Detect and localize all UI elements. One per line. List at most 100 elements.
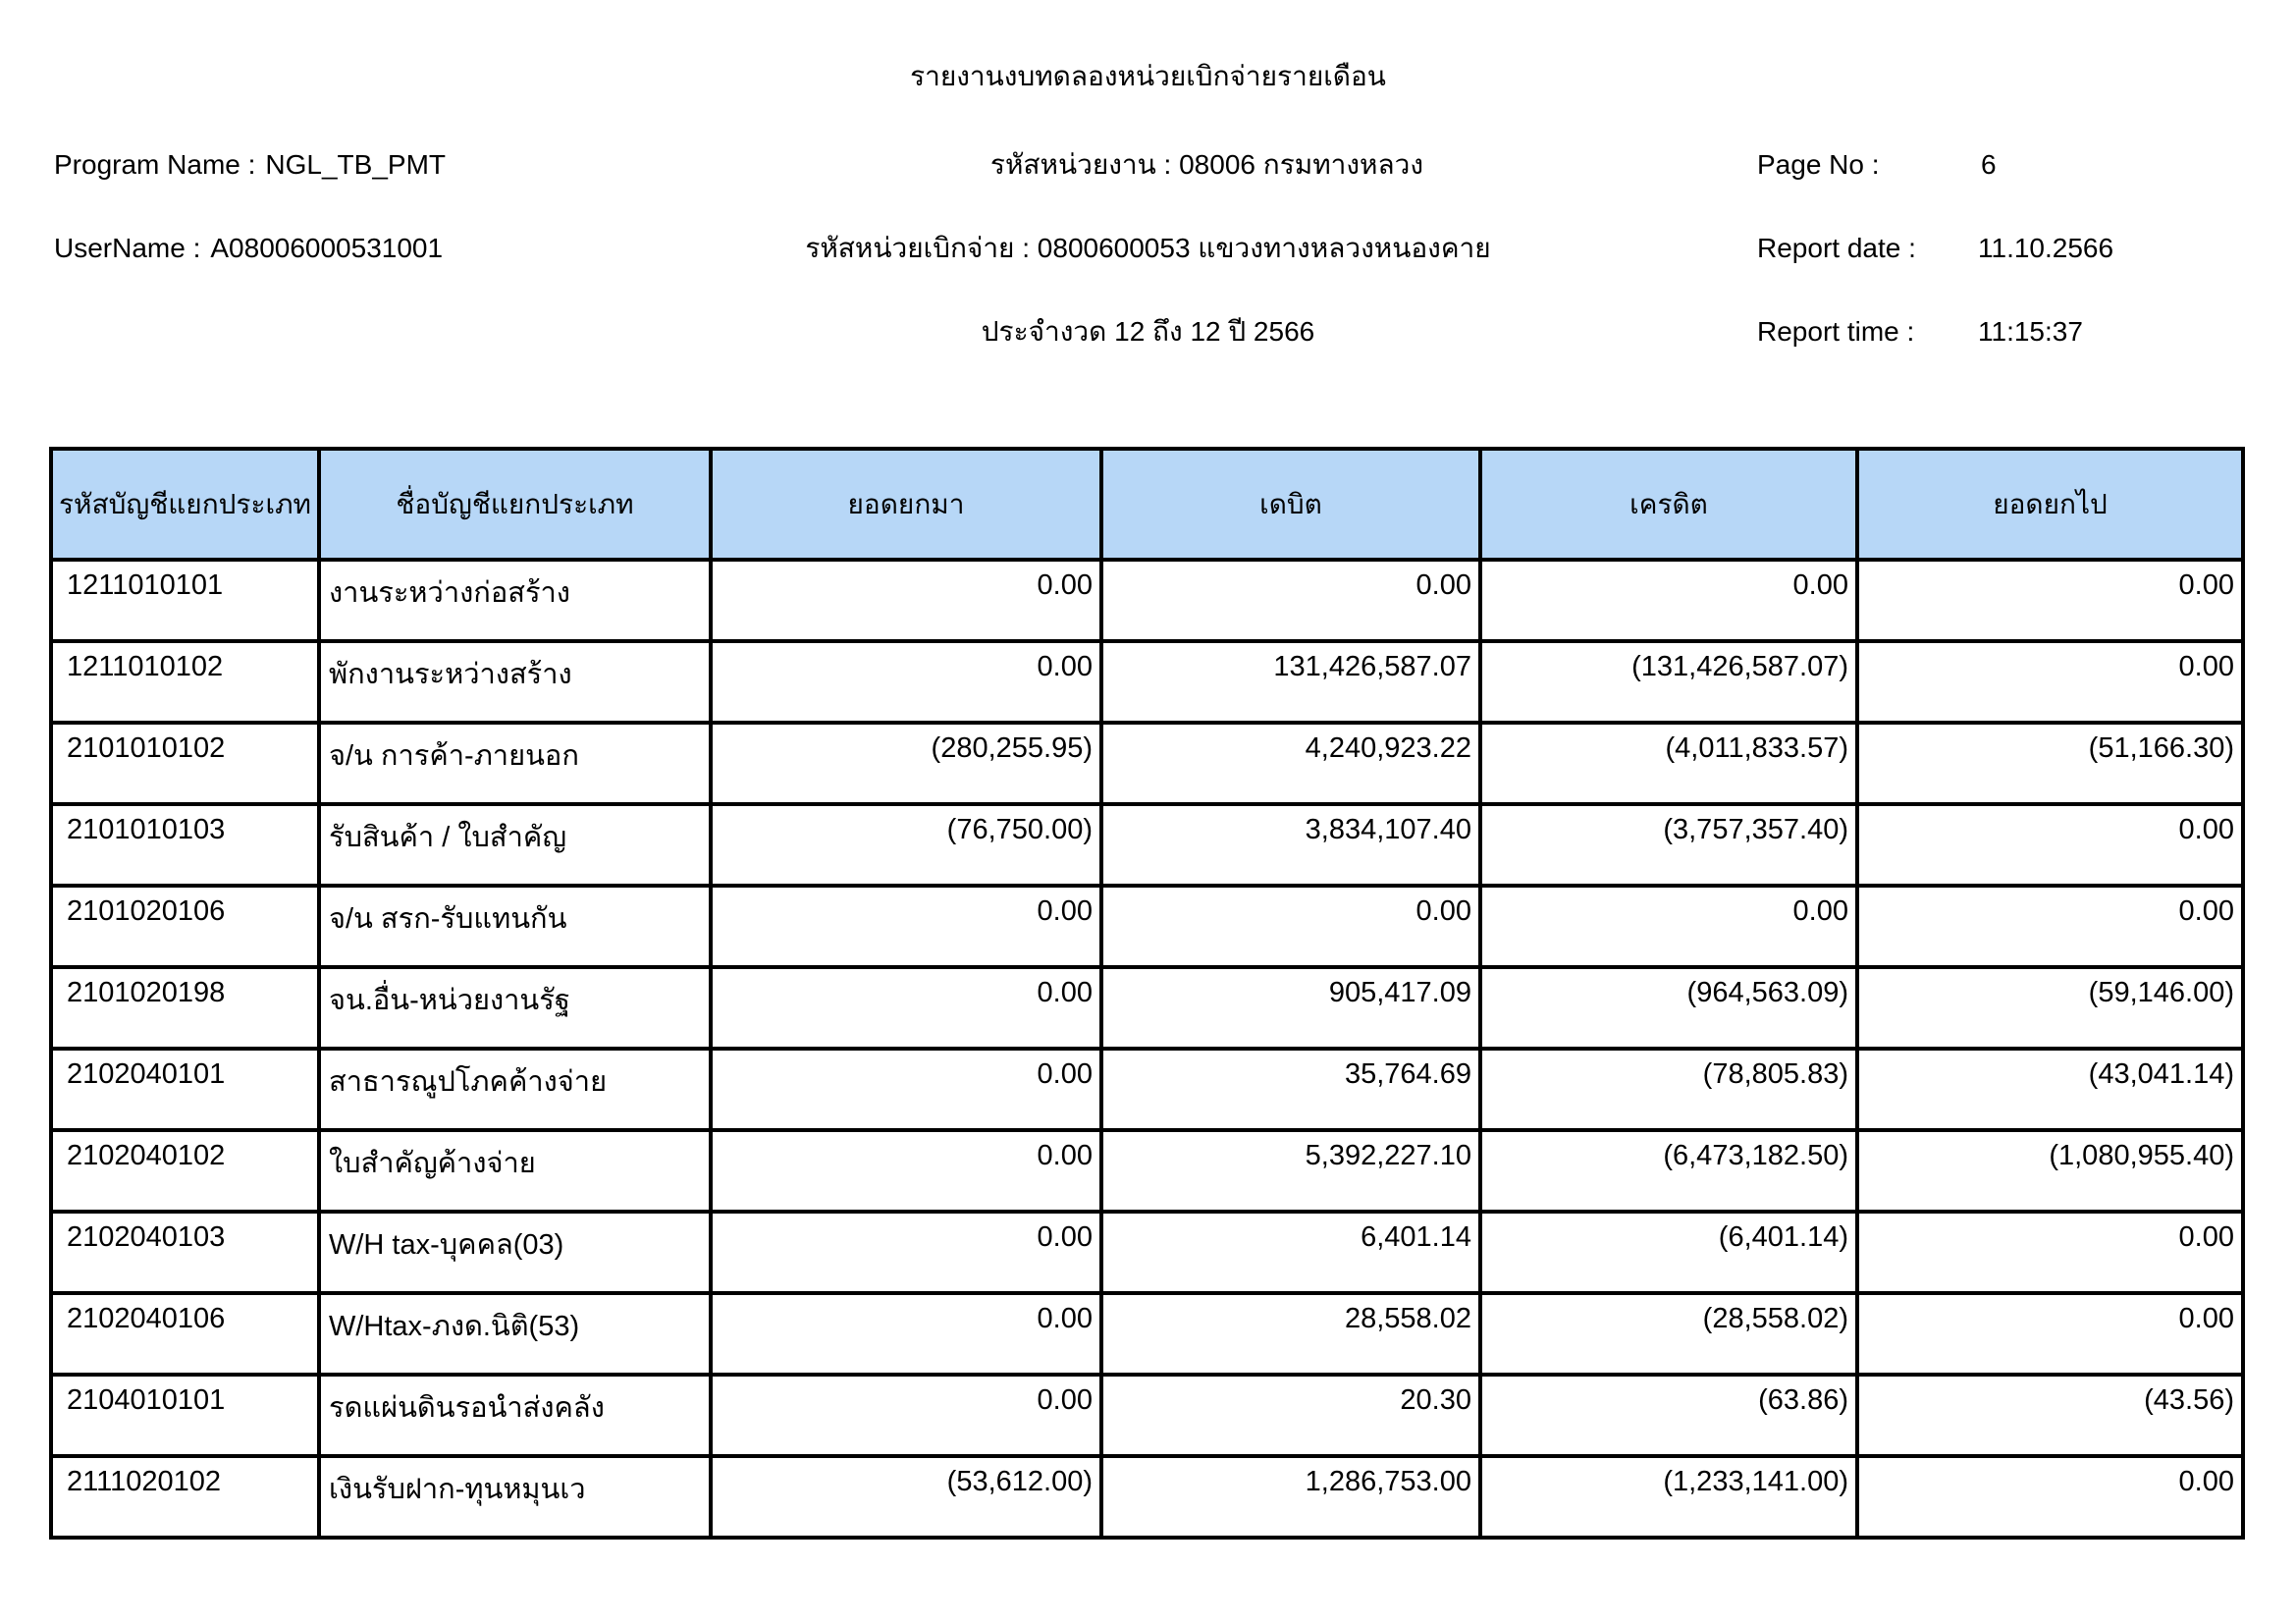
account-name-cell: รับสินค้า / ใบสำคัญ xyxy=(317,802,713,888)
username-label: UserName : xyxy=(54,233,201,263)
account-code-cell: 1211010102 xyxy=(49,639,321,725)
debit-cell: 35,764.69 xyxy=(1099,1047,1482,1132)
username-line: UserName : A08006000531001 xyxy=(54,231,443,266)
credit-cell: (1,233,141.00) xyxy=(1478,1454,1859,1540)
credit-cell: (6,401.14) xyxy=(1478,1210,1859,1295)
opening-balance-cell: 0.00 xyxy=(709,884,1103,969)
closing-balance-cell: 0.00 xyxy=(1855,1210,2245,1295)
credit-cell: 0.00 xyxy=(1478,884,1859,969)
table-row: 2104010101 รดแผ่นดินรอนำส่งคลัง 0.00 20.30(… xyxy=(49,1373,2245,1458)
credit-cell: (63.86) xyxy=(1478,1373,1859,1458)
account-code-cell: 2102040101 xyxy=(49,1047,321,1132)
opening-balance-cell: 0.00 xyxy=(709,1373,1103,1458)
opening-balance-cell: (53,612.00) xyxy=(709,1454,1103,1540)
account-code-cell: 2101020106 xyxy=(49,884,321,969)
table-row: 1211010102 พักงานระหว่างสร้าง 0.00 131,426,… xyxy=(49,639,2245,725)
table-row: 2102040106 W/Htax-ภงด.นิติ(53) 0.00 28,558.… xyxy=(49,1291,2245,1377)
closing-balance-cell: 0.00 xyxy=(1855,1454,2245,1540)
closing-balance-cell: 0.00 xyxy=(1855,884,2245,969)
page-no-label: Page No : xyxy=(1757,149,1880,180)
credit-cell: (4,011,833.57) xyxy=(1478,721,1859,806)
account-name-cell: เงินรับฝาก-ทุนหมุนเว xyxy=(317,1454,713,1540)
table-row: 2101010103 รับสินค้า / ใบสำคัญ (76,750.00)… xyxy=(49,802,2245,888)
opening-balance-cell: 0.00 xyxy=(709,1210,1103,1295)
report-date-label: Report date : xyxy=(1757,233,1916,263)
table-row: 2101020198 จน.อื่น-หน่วยงานรัฐ 0.00 905,417… xyxy=(49,965,2245,1051)
opening-balance-cell: 0.00 xyxy=(709,1128,1103,1214)
account-name-cell: จน.อื่น-หน่วยงานรัฐ xyxy=(317,965,713,1051)
period-line: ประจำงวด 12 ถึง 12 ปี 2566 xyxy=(981,316,1315,347)
debit-cell: 1,286,753.00 xyxy=(1099,1454,1482,1540)
program-name-label: Program Name : xyxy=(54,149,256,180)
column-header-debit: เดบิต xyxy=(1099,447,1482,562)
debit-cell: 20.30 xyxy=(1099,1373,1482,1458)
credit-cell: 0.00 xyxy=(1478,558,1859,643)
debit-cell: 131,426,587.07 xyxy=(1099,639,1482,725)
account-code-cell: 2102040102 xyxy=(49,1128,321,1214)
column-header-account-code: รหัสบัญชีแยกประเภท xyxy=(49,447,321,562)
closing-balance-cell: (1,080,955.40) xyxy=(1855,1128,2245,1214)
opening-balance-cell: 0.00 xyxy=(709,965,1103,1051)
closing-balance-cell: (43.56) xyxy=(1855,1373,2245,1458)
table-row: 2102040101 สาธารณูปโภคค้างจ่าย 0.00 35,764.… xyxy=(49,1047,2245,1132)
closing-balance-cell: (51,166.30) xyxy=(1855,721,2245,806)
opening-balance-cell: 0.00 xyxy=(709,1291,1103,1377)
column-header-opening-balance: ยอดยกมา xyxy=(709,447,1103,562)
table-row: 2101020106 จ/น สรก-รับแทนกัน 0.00 0.00 0.00 0… xyxy=(49,884,2245,969)
credit-cell: (131,426,587.07) xyxy=(1478,639,1859,725)
column-header-credit: เครดิต xyxy=(1478,447,1859,562)
account-name-cell: ใบสำคัญค้างจ่าย xyxy=(317,1128,713,1214)
account-code-cell: 2101010102 xyxy=(49,721,321,806)
column-header-closing-balance: ยอดยกไป xyxy=(1855,447,2245,562)
opening-balance-cell: (280,255.95) xyxy=(709,721,1103,806)
table-row: 2102040102 ใบสำคัญค้างจ่าย 0.00 5,392,227.1… xyxy=(49,1128,2245,1214)
debit-cell: 4,240,923.22 xyxy=(1099,721,1482,806)
table-body: 1211010101 งานระหว่างก่อสร้าง 0.00 0.00 0.00… xyxy=(49,558,2245,1540)
opening-balance-cell: (76,750.00) xyxy=(709,802,1103,888)
account-name-cell: W/Htax-ภงด.นิติ(53) xyxy=(317,1291,713,1377)
credit-cell: (6,473,182.50) xyxy=(1478,1128,1859,1214)
opening-balance-cell: 0.00 xyxy=(709,639,1103,725)
closing-balance-cell: 0.00 xyxy=(1855,802,2245,888)
column-header-account-name: ชื่อบัญชีแยกประเภท xyxy=(317,447,713,562)
account-name-cell: รดแผ่นดินรอนำส่งคลัง xyxy=(317,1373,713,1458)
account-name-cell: จ/น สรก-รับแทนกัน xyxy=(317,884,713,969)
account-code-cell: 2101010103 xyxy=(49,802,321,888)
account-name-cell: W/H tax-บุคคล(03) xyxy=(317,1210,713,1295)
disbursement-unit-line: รหัสหน่วยเบิกจ่าย : 0800600053 แขวงทางหล… xyxy=(805,233,1491,263)
table-row: 1211010101 งานระหว่างก่อสร้าง 0.00 0.00 0.00… xyxy=(49,558,2245,643)
debit-cell: 0.00 xyxy=(1099,884,1482,969)
debit-cell: 905,417.09 xyxy=(1099,965,1482,1051)
account-code-cell: 1211010101 xyxy=(49,558,321,643)
closing-balance-cell: (43,041.14) xyxy=(1855,1047,2245,1132)
credit-cell: (78,805.83) xyxy=(1478,1047,1859,1132)
account-name-cell: จ/น การค้า-ภายนอก xyxy=(317,721,713,806)
program-name-value: NGL_TB_PMT xyxy=(265,149,447,180)
report-date-value: 11.10.2566 xyxy=(1978,233,2114,263)
closing-balance-cell: 0.00 xyxy=(1855,1291,2245,1377)
table-header-row: รหัสบัญชีแยกประเภท ชื่อบัญชีแยกประเภท ยอ… xyxy=(49,447,2245,562)
account-name-cell: งานระหว่างก่อสร้าง xyxy=(317,558,713,643)
agency-code-line: รหัสหน่วยงาน : 08006 กรมทางหลวง xyxy=(989,149,1424,180)
program-name-line: Program Name : NGL_TB_PMT xyxy=(54,147,446,183)
account-code-cell: 2104010101 xyxy=(49,1373,321,1458)
report-time-label: Report time : xyxy=(1757,316,1915,347)
closing-balance-cell: 0.00 xyxy=(1855,558,2245,643)
opening-balance-cell: 0.00 xyxy=(709,558,1103,643)
username-value: A08006000531001 xyxy=(210,233,444,263)
debit-cell: 0.00 xyxy=(1099,558,1482,643)
debit-cell: 28,558.02 xyxy=(1099,1291,1482,1377)
page-no-value: 6 xyxy=(1981,149,1997,180)
credit-cell: (28,558.02) xyxy=(1478,1291,1859,1377)
debit-cell: 5,392,227.10 xyxy=(1099,1128,1482,1214)
closing-balance-cell: 0.00 xyxy=(1855,639,2245,725)
table-row: 2111020102 เงินรับฝาก-ทุนหมุนเว (53,612.00… xyxy=(49,1454,2245,1540)
debit-cell: 3,834,107.40 xyxy=(1099,802,1482,888)
account-code-cell: 2102040106 xyxy=(49,1291,321,1377)
account-code-cell: 2111020102 xyxy=(49,1454,321,1540)
account-code-cell: 2101020198 xyxy=(49,965,321,1051)
closing-balance-cell: (59,146.00) xyxy=(1855,965,2245,1051)
report-title: รายงานงบทดลองหน่วยเบิกจ่ายรายเดือน xyxy=(910,61,1386,91)
opening-balance-cell: 0.00 xyxy=(709,1047,1103,1132)
